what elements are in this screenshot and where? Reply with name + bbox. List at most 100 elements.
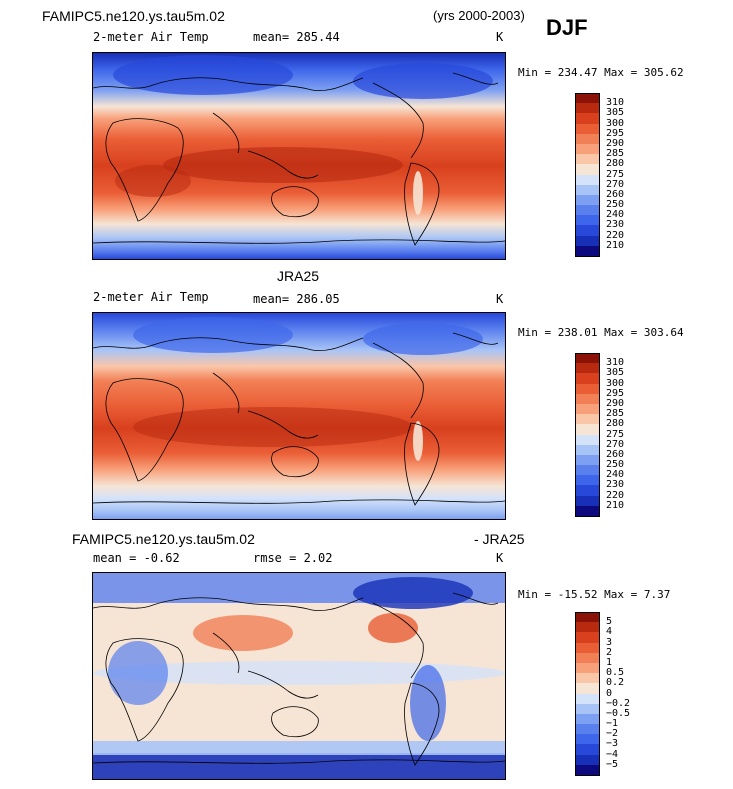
colorbar-swatch (575, 174, 600, 186)
colorbar-tick-label: 230 (606, 219, 625, 231)
colorbar-tick-label: 295 (606, 387, 625, 399)
colorbar-swatch (575, 194, 600, 206)
colorbar-tick-label: 0.5 (606, 667, 625, 679)
colorbar-tick-label: 250 (606, 199, 625, 211)
panel1-canada-cold (353, 63, 493, 99)
colorbar-tick-label: 240 (606, 469, 625, 481)
panel1-colorbar: 310 305 300 295 290 285 280 275 270 260 250 240 230 2… (575, 93, 635, 257)
panel3-canada-cold (353, 577, 473, 609)
colorbar-tick-label: 290 (606, 397, 625, 409)
colorbar-tick-label: 305 (606, 107, 625, 119)
colorbar-swatch (575, 673, 600, 684)
panel1-coastlines (93, 72, 505, 246)
colorbar-tick-label: 4 (606, 626, 613, 638)
colorbar-swatch (575, 434, 600, 446)
panel3-units: K (496, 551, 504, 565)
colorbar-swatch (575, 235, 600, 247)
colorbar-tick-label: 270 (606, 178, 625, 190)
panel2-variable: 2-meter Air Temp (93, 290, 209, 304)
colorbar-tick-label: 305 (606, 367, 625, 379)
colorbar-swatch (575, 113, 600, 125)
colorbar-swatch (575, 475, 600, 486)
season-label: DJF (546, 15, 588, 40)
colorbar-swatch (575, 465, 600, 476)
colorbar-swatch (575, 93, 600, 104)
colorbar-tick-label: 220 (606, 489, 625, 501)
colorbar-swatch (575, 632, 600, 644)
panel1-mean: mean= 285.44 (253, 30, 340, 44)
panel1-units: K (496, 30, 504, 44)
colorbar-tick-label: −2 (606, 728, 619, 740)
panel3-coastlines (93, 592, 505, 766)
colorbar-swatch (575, 353, 600, 364)
colorbar-tick-label: 275 (606, 168, 625, 180)
colorbar-tick-label: 285 (606, 408, 625, 420)
colorbar-tick-label: 295 (606, 127, 625, 139)
colorbar-tick-label: −0.5 (606, 707, 631, 719)
colorbar-swatch (575, 703, 600, 715)
colorbar-tick-label: 270 (606, 438, 625, 450)
colorbar-swatch (575, 363, 600, 374)
panel3-tropical-band (93, 661, 505, 685)
colorbar-swatch (575, 444, 600, 456)
panel2-canada-cold (363, 323, 483, 355)
colorbar-tick-label: 3 (606, 636, 613, 648)
colorbar-tick-label: 2 (606, 646, 613, 658)
panel3-minmax: Min = -15.52 Max = 7.37 (518, 588, 671, 601)
colorbar-swatch (575, 184, 600, 196)
colorbar-swatch (575, 143, 600, 155)
colorbar-tick-label: 260 (606, 188, 625, 200)
panel3-rmse: rmse = 2.02 (253, 551, 333, 565)
colorbar-tick-label: −5 (606, 758, 619, 770)
panel3-africa-cold (108, 641, 168, 705)
panel3-asia-warm (193, 615, 293, 651)
colorbar-tick-label: 210 (606, 499, 625, 511)
panel2-warmpool (133, 407, 413, 447)
panel3-namerica-warm (368, 613, 418, 643)
colorbar-tick-label: −3 (606, 738, 619, 750)
panel1-andes (413, 171, 423, 215)
panel3-mean: mean = -0.62 (93, 551, 180, 565)
colorbar-swatch (575, 414, 600, 425)
colorbar-swatch (575, 505, 600, 517)
colorbar-swatch (575, 245, 600, 257)
colorbar-swatch (575, 612, 600, 623)
colorbar-swatch (575, 205, 600, 216)
colorbar-tick-label: 210 (606, 239, 625, 251)
colorbar-tick-label: −1 (606, 718, 619, 730)
colorbar-swatch (575, 642, 600, 654)
colorbar-swatch (575, 454, 600, 466)
colorbar-tick-label: 280 (606, 418, 625, 430)
colorbar-swatch (575, 133, 600, 145)
panel3-map (92, 572, 506, 780)
colorbar-tick-label: 230 (606, 479, 625, 491)
colorbar-tick-label: 0.2 (606, 677, 625, 689)
colorbar-tick-label: 250 (606, 459, 625, 471)
colorbar-tick-label: 280 (606, 158, 625, 170)
panel2-siberia-cold (133, 317, 293, 353)
panel2-andes (413, 421, 423, 461)
colorbar-swatch (575, 495, 600, 507)
panel2-minmax: Min = 238.01 Max = 303.64 (518, 326, 684, 339)
years-label: (yrs 2000-2003) (433, 8, 525, 23)
colorbar-tick-label: 220 (606, 229, 625, 241)
colorbar-tick-label: 1 (606, 656, 613, 668)
colorbar-swatch (575, 373, 600, 385)
panel1-minmax: Min = 234.47 Max = 305.62 (518, 66, 684, 79)
panel2-units: K (496, 292, 504, 306)
colorbar-tick-label: 285 (606, 148, 625, 160)
colorbar-swatch (575, 734, 600, 745)
panel1-africa-warm (115, 165, 191, 197)
colorbar-swatch (575, 764, 600, 776)
panel2-map (92, 312, 506, 520)
panel3-title-right: - JRA25 (474, 531, 525, 547)
colorbar-swatch (575, 622, 600, 633)
colorbar-tick-label: 290 (606, 137, 625, 149)
colorbar-tick-label: 0 (606, 687, 613, 699)
colorbar-swatch (575, 485, 600, 497)
colorbar-tick-label: 275 (606, 428, 625, 440)
colorbar-swatch (575, 215, 600, 226)
panel3-antarctic-band (93, 753, 505, 779)
colorbar-swatch (575, 225, 600, 237)
panel3-colorbar: 5 4 3 2 1 0.5 0.2 0 −0.2 −0.5 −1 −2 −3 −4 −5 (575, 612, 635, 776)
